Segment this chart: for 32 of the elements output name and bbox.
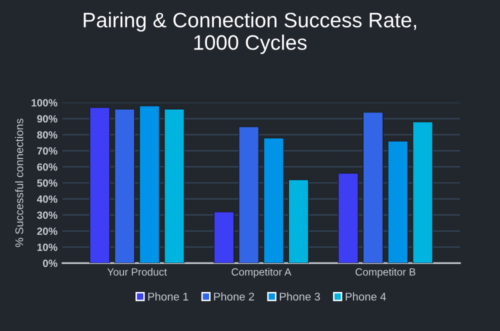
bar [362,112,384,264]
y-tick-label: 10% [37,244,58,251]
y-tick-label: 20% [37,228,58,235]
x-tick-label: Competitor B [356,268,416,278]
x-tick-label: Your Product [107,268,167,276]
bar [238,126,260,264]
y-tick-label: 30% [37,211,58,219]
bar [114,108,135,264]
y-tick-label: 60% [37,163,58,171]
bar [388,140,408,264]
chart-title: Pairing & Connection Success Rate, 1000 Cycles [84,12,416,54]
y-tick-label: 80% [37,131,58,139]
bar [338,172,359,264]
y-tick-label: 40% [36,195,58,203]
y-tick-label: 90% [37,115,58,123]
bar [89,107,110,264]
bar [139,105,160,264]
y-tick-label: 0% [42,260,58,268]
legend-label: Phone 1 [148,292,188,301]
bar [263,138,284,264]
y-tick-label: 50% [37,179,58,187]
bar [288,179,309,264]
x-tick-label: Competitor A [232,268,292,278]
y-axis-title: % Successful connections [15,118,24,248]
bar [164,108,185,264]
y-tick-label: 100% [32,99,58,106]
y-tick-label: 70% [37,147,58,155]
bar [214,211,234,264]
legend-label: Phone 2 [214,292,254,301]
bar [412,121,434,264]
legend-label: Phone 4 [346,292,386,301]
legend-label: Phone 3 [280,292,320,301]
